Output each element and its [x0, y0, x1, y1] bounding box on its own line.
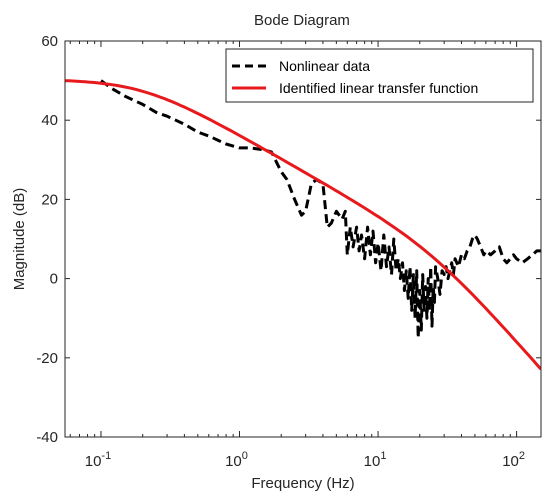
legend: Nonlinear data Identified linear transfe… — [225, 48, 534, 103]
x-tick-label: 101 — [364, 450, 387, 470]
x-tick-label: 102 — [502, 450, 525, 470]
series-line-nonlinear-data — [100, 79, 541, 340]
y-tick-label: -20 — [36, 350, 58, 367]
y-tick-label: 20 — [41, 191, 58, 208]
y-tick-label: 40 — [41, 112, 58, 129]
series-layer — [65, 79, 541, 371]
legend-label-linear: Identified linear transfer function — [279, 80, 478, 96]
ticks-layer: -40 -20 0 20 40 60 10-1 100 101 102 — [36, 33, 541, 470]
axes-box — [64, 40, 542, 438]
y-tick-label: 60 — [41, 33, 58, 50]
x-tick-label: 100 — [225, 450, 248, 470]
y-axis-label: Magnitude (dB) — [11, 188, 28, 291]
y-tick-label: 0 — [50, 271, 58, 288]
x-tick-label: 10-1 — [85, 450, 111, 470]
x-axis-label: Frequency (Hz) — [251, 475, 354, 492]
legend-box — [225, 48, 534, 103]
y-tick-label: -40 — [36, 429, 58, 446]
chart-title: Bode Diagram — [254, 12, 350, 29]
legend-label-nonlinear: Nonlinear data — [279, 58, 370, 74]
series-line-linear-transfer-function — [65, 79, 541, 371]
